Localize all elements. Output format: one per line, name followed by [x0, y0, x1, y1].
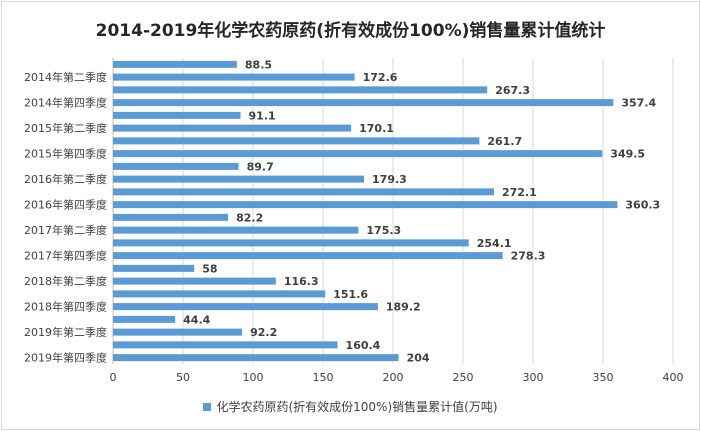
x-tick-label: 150 [313, 371, 334, 384]
data-label: 204 [407, 352, 430, 365]
bar [113, 124, 352, 132]
y-tick-label: 2015年第四季度 [24, 147, 107, 161]
bar [113, 239, 469, 247]
bar [113, 213, 229, 221]
bar [113, 111, 241, 119]
data-label: 58 [202, 262, 217, 275]
data-label: 160.4 [346, 339, 381, 352]
x-tick-label: 50 [176, 371, 190, 384]
data-label: 172.6 [363, 71, 398, 84]
bar [113, 201, 618, 209]
data-label: 44.4 [183, 313, 210, 326]
data-label: 267.3 [495, 84, 530, 97]
data-label: 82.2 [236, 211, 263, 224]
bar [113, 73, 355, 81]
data-label: 116.3 [284, 275, 319, 288]
x-tick-label: 350 [593, 371, 614, 384]
legend: 化学农药原药(折有效成份100%)销售量累计值(万吨) [0, 398, 701, 415]
bar [113, 328, 243, 336]
y-tick-label: 2014年第四季度 [24, 96, 107, 110]
data-label: 151.6 [333, 288, 368, 301]
bar [113, 175, 365, 183]
y-tick-label: 2018年第二季度 [24, 274, 107, 288]
data-label: 175.3 [366, 224, 401, 237]
bar [113, 277, 276, 285]
bar [113, 150, 603, 158]
bar [113, 264, 195, 272]
y-tick-label: 2019年第二季度 [24, 325, 107, 339]
y-tick-label: 2016年第四季度 [24, 198, 107, 212]
bar [113, 354, 399, 362]
x-tick-label: 200 [383, 371, 404, 384]
bar [113, 252, 503, 260]
x-tick-label: 100 [243, 371, 264, 384]
data-label: 278.3 [511, 250, 546, 263]
data-label: 179.3 [372, 173, 407, 186]
chart-title: 2014-2019年化学农药原药(折有效成份100%)销售量累计值统计 [95, 21, 606, 41]
x-tick-label: 300 [523, 371, 544, 384]
data-label: 89.7 [247, 160, 274, 173]
y-tick-label: 2015年第二季度 [24, 121, 107, 135]
y-tick-label: 2018年第四季度 [24, 300, 107, 314]
bar [113, 290, 326, 298]
data-label: 88.5 [245, 58, 272, 71]
y-tick-label: 2017年第二季度 [24, 223, 107, 237]
x-tick-label: 0 [110, 371, 117, 384]
bar [113, 60, 237, 68]
x-tick-label: 250 [453, 371, 474, 384]
bar [113, 86, 488, 94]
data-label: 261.7 [487, 135, 522, 148]
x-tick-label: 400 [663, 371, 684, 384]
y-tick-label: 2014年第二季度 [24, 70, 107, 84]
y-tick-label: 2016年第二季度 [24, 172, 107, 186]
y-tick-label: 2017年第四季度 [24, 249, 107, 263]
bar [113, 226, 359, 234]
bar [113, 137, 480, 145]
data-label: 91.1 [249, 109, 276, 122]
bar [113, 315, 176, 323]
data-label: 189.2 [386, 301, 421, 314]
data-label: 360.3 [625, 199, 660, 212]
legend-swatch [203, 402, 212, 411]
data-label: 254.1 [477, 237, 512, 250]
bar [113, 188, 494, 196]
bar [113, 162, 239, 170]
data-label: 170.1 [359, 122, 394, 135]
data-label: 92.2 [250, 326, 277, 339]
data-label: 272.1 [502, 186, 537, 199]
bar [113, 341, 338, 349]
bar [113, 303, 378, 311]
legend-label: 化学农药原药(折有效成份100%)销售量累计值(万吨) [216, 400, 498, 414]
data-label: 357.4 [621, 97, 656, 110]
bar [113, 99, 614, 107]
y-tick-label: 2019年第四季度 [24, 351, 107, 365]
data-label: 349.5 [610, 148, 645, 161]
